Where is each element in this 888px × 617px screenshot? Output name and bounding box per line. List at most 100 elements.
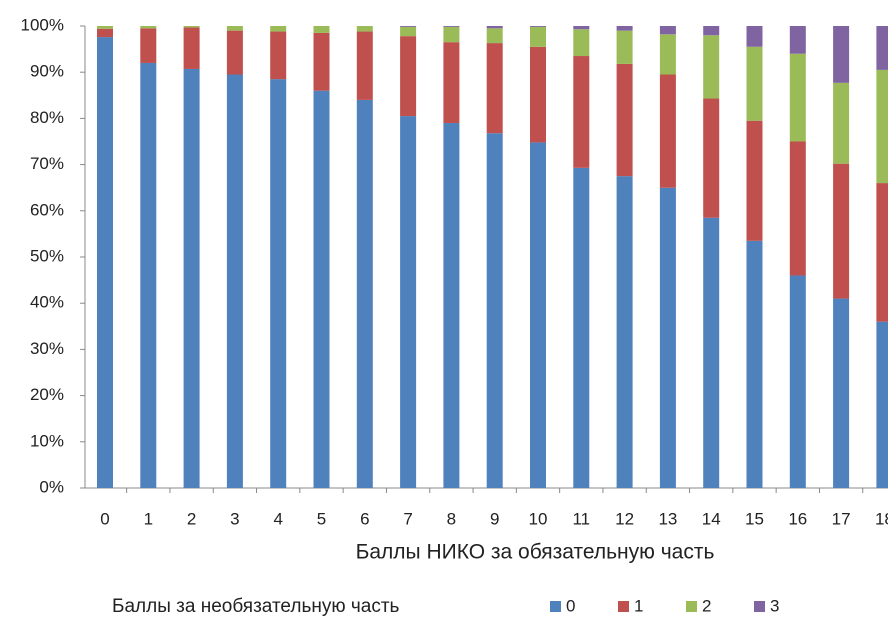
bar-segment	[400, 26, 417, 37]
y-tick-label: 40%	[30, 293, 64, 312]
bar-segment	[140, 26, 157, 29]
legend-label: 3	[770, 596, 779, 615]
bar-segment	[616, 176, 633, 488]
x-tick-label: 17	[832, 509, 851, 528]
x-tick-label: 4	[273, 509, 282, 528]
y-tick-label: 90%	[30, 62, 64, 81]
x-tick-label: 12	[615, 509, 634, 528]
y-tick-label: 30%	[30, 339, 64, 358]
bar-segment	[443, 26, 460, 43]
bar-segment	[616, 30, 633, 64]
bar-segment	[183, 68, 200, 488]
bar-segment	[703, 217, 720, 489]
bar-segment	[876, 183, 888, 322]
bar-segment	[616, 26, 633, 31]
bar-segment	[486, 43, 503, 134]
bar-segment	[313, 90, 330, 489]
x-tick-label: 6	[360, 509, 369, 528]
bar-segment	[616, 63, 633, 177]
x-tick-label: 15	[745, 509, 764, 528]
bar-segment	[443, 123, 460, 489]
bar-segment	[659, 187, 676, 488]
x-tick-label: 5	[317, 509, 326, 528]
bar-segment	[573, 167, 590, 489]
bar-segment	[746, 120, 763, 241]
y-tick-label: 60%	[30, 200, 64, 219]
bar-segment	[833, 163, 850, 299]
bar-segment	[530, 46, 546, 143]
bar-segment	[833, 26, 850, 83]
bar-segment	[400, 116, 417, 488]
bar-segment	[573, 26, 590, 30]
bar-segment	[486, 28, 503, 44]
x-tick-label: 10	[529, 509, 548, 528]
y-tick-label: 50%	[30, 246, 64, 265]
bar-segment	[530, 26, 546, 27]
bar-segment	[876, 69, 888, 184]
legend-swatch	[618, 601, 629, 612]
legend-swatch	[754, 601, 765, 612]
legend-label: 2	[702, 596, 711, 615]
legend-label: 0	[566, 596, 575, 615]
y-tick-label: 10%	[30, 431, 64, 450]
bar-segment	[746, 26, 763, 47]
y-tick-label: 0%	[39, 477, 64, 496]
y-tick-label: 70%	[30, 154, 64, 173]
bar-segment	[226, 74, 243, 488]
x-tick-label: 16	[788, 509, 807, 528]
x-tick-label: 18	[875, 509, 888, 528]
x-tick-label: 9	[490, 509, 499, 528]
y-tick-label: 20%	[30, 385, 64, 404]
bar-segment	[183, 27, 200, 69]
bar-segment	[659, 34, 676, 75]
bar-segment	[443, 42, 460, 124]
bar-segment	[746, 46, 763, 121]
bar-segment	[703, 98, 720, 218]
y-tick-label: 80%	[30, 108, 64, 127]
bar-segment	[789, 53, 806, 142]
bar-segment	[443, 26, 460, 27]
bar-segment	[356, 26, 373, 32]
bar-segment	[270, 79, 287, 488]
bar-segment	[226, 30, 243, 75]
bar-segment	[833, 82, 850, 164]
bar-segment	[833, 298, 850, 488]
bar-segment	[400, 26, 417, 27]
bar-segment	[270, 31, 287, 80]
bar-segment	[400, 36, 417, 117]
bar-segment	[659, 26, 676, 35]
x-tick-label: 1	[144, 509, 153, 528]
bar-segment	[573, 56, 590, 168]
bar-segment	[226, 26, 243, 31]
legend-label: 1	[634, 596, 643, 615]
bar-segment	[486, 26, 503, 29]
bar-segment	[97, 37, 113, 488]
bar-segment	[789, 141, 806, 276]
bar-segment	[356, 99, 373, 489]
bar-segment	[876, 26, 888, 70]
bar-segment	[789, 275, 806, 488]
x-tick-label: 8	[447, 509, 456, 528]
bar-segment	[313, 32, 330, 91]
legend-title: Баллы за необязательную часть	[112, 596, 400, 617]
bar-segment	[703, 35, 720, 99]
bar-segment	[183, 26, 200, 28]
bar-segment	[573, 29, 590, 57]
bar-segment	[530, 26, 546, 47]
bar-segment	[270, 26, 287, 32]
x-tick-label: 11	[572, 509, 590, 528]
x-tick-label: 7	[403, 509, 412, 528]
bar-segment	[140, 62, 157, 489]
bar-segment	[140, 28, 157, 63]
bar-segment	[876, 321, 888, 488]
bar-segment	[313, 26, 330, 33]
bar-segment	[97, 26, 113, 29]
y-tick-label: 100%	[21, 15, 64, 34]
bar-segment	[659, 74, 676, 188]
x-tick-label: 2	[187, 509, 196, 528]
x-tick-label: 13	[658, 509, 677, 528]
legend-swatch	[686, 601, 697, 612]
x-tick-label: 0	[100, 509, 109, 528]
x-axis-title: Баллы НИКО за обязательную часть	[356, 541, 715, 564]
